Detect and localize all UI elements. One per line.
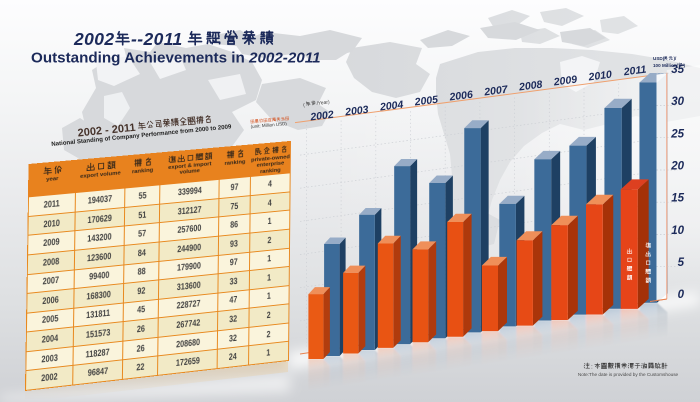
svg-text:USD(: USD( bbox=[653, 56, 665, 61]
svg-text:2009: 2009 bbox=[552, 74, 578, 89]
svg-text:Outstanding Achievements in 20: Outstanding Achievements in 2002-2011 bbox=[31, 50, 321, 67]
svg-text:2005: 2005 bbox=[413, 94, 439, 109]
svg-text:2006: 2006 bbox=[448, 89, 474, 104]
svg-text:(: ( bbox=[303, 103, 306, 109]
svg-text:2008: 2008 bbox=[517, 79, 543, 94]
svg-text:10: 10 bbox=[671, 225, 684, 237]
svg-text:2004: 2004 bbox=[378, 99, 404, 114]
svg-text:2002: 2002 bbox=[309, 109, 335, 124]
svg-text:): ) bbox=[684, 63, 686, 68]
svg-text:2011: 2011 bbox=[622, 64, 647, 79]
svg-text:0: 0 bbox=[678, 289, 685, 301]
svg-text:--2011: --2011 bbox=[131, 29, 183, 49]
svg-text:(unit: Million USD): (unit: Million USD) bbox=[250, 121, 287, 129]
svg-text:15: 15 bbox=[671, 193, 684, 205]
svg-text:2002: 2002 bbox=[73, 29, 115, 49]
svg-text:2007: 2007 bbox=[483, 83, 510, 98]
svg-text:)/: )/ bbox=[674, 56, 678, 61]
svg-text::: : bbox=[591, 364, 593, 371]
svg-text:5: 5 bbox=[678, 257, 685, 269]
svg-text:Note:The date is provided by t: Note:The date is provided by the Customs… bbox=[578, 372, 679, 377]
svg-text:100 Million(: 100 Million( bbox=[653, 63, 678, 68]
svg-text:35: 35 bbox=[671, 64, 684, 76]
svg-text:20: 20 bbox=[670, 161, 684, 173]
svg-text:2003: 2003 bbox=[344, 104, 370, 119]
svg-text:/Year): /Year) bbox=[316, 99, 330, 107]
svg-text:2002 - 2011: 2002 - 2011 bbox=[77, 122, 136, 140]
svg-text:2010: 2010 bbox=[587, 69, 613, 84]
svg-text:25: 25 bbox=[670, 128, 684, 140]
svg-text:30: 30 bbox=[671, 96, 684, 108]
